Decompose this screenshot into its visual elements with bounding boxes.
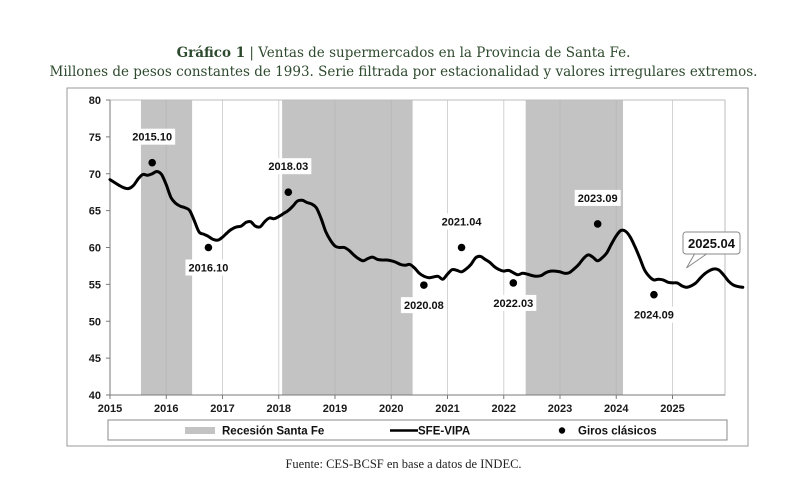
x-tick-label: 2022 [492, 403, 516, 415]
x-tick-label: 2020 [379, 403, 403, 415]
legend-points-label: Giros clásicos [578, 426, 657, 438]
y-tick-label: 40 [89, 390, 101, 402]
turning-point-label-bg [630, 306, 677, 323]
x-tick-label: 2017 [210, 403, 234, 415]
callout-pointer [686, 253, 695, 269]
title-separator: | [249, 45, 254, 61]
y-tick-label: 65 [89, 206, 101, 218]
series-line-sfe-vipa [108, 170, 745, 289]
callout-label: 2025.04 [688, 236, 736, 251]
callout-2025-04: 2025.04 [682, 231, 741, 269]
x-tick-label: 2016 [154, 403, 178, 415]
x-tick-label: 2018 [267, 403, 291, 415]
chart-subtitle: Millones de pesos constantes de 1993. Se… [49, 64, 758, 80]
y-tick-label: 55 [89, 279, 101, 291]
turning-point-marker [650, 290, 658, 299]
chart-title-block: Gráfico 1 | Ventas de supermercados en l… [0, 44, 807, 82]
y-tick-label: 70 [89, 169, 101, 181]
turning-point-label: 2021.04 [442, 217, 483, 229]
recession-band [525, 100, 623, 395]
y-tick-label: 75 [89, 132, 101, 144]
x-tick-label: 2023 [548, 403, 572, 415]
turning-point-marker [148, 158, 156, 167]
turning-point-label: 2016.10 [189, 263, 229, 275]
turning-point-marker [204, 243, 213, 252]
turning-point-marker [420, 281, 428, 289]
turning-point-label-bg [265, 158, 312, 175]
callout-pointer [686, 253, 707, 269]
turning-point-label-bg [438, 213, 485, 230]
turning-point-label: 2022.03 [493, 298, 533, 310]
y-tick-label: 50 [89, 316, 101, 328]
legend-point-swatch [558, 427, 566, 434]
legend-series-label: SFE-VIPA [418, 426, 470, 438]
turning-points: 2015.10 2016.10 2018.03 2020.08 2021.04 2022.… [129, 128, 677, 323]
turning-point-marker [284, 188, 293, 196]
turning-point-label-bg [574, 189, 621, 206]
turning-point-marker [593, 220, 602, 228]
x-tick-label: 2021 [435, 403, 459, 415]
turning-point-label-bg [490, 294, 537, 311]
x-tick-label: 2019 [323, 403, 347, 415]
turning-point-label-bg [185, 259, 232, 276]
x-tick-label: 2024 [604, 403, 629, 415]
turning-point-label: 2020.08 [404, 300, 444, 312]
legend-recession-label: Recesión Santa Fe [222, 426, 324, 438]
vertical-gridlines [165, 100, 673, 395]
turning-point-label: 2024.09 [634, 310, 674, 322]
x-tick-label: 2015 [98, 403, 122, 415]
source-note: Fuente: CES-BCSF en base a datos de INDE… [285, 457, 522, 471]
y-tick-label: 45 [89, 353, 101, 365]
turning-point-label-bg [129, 128, 176, 145]
legend-recession-swatch [185, 427, 215, 434]
turning-point-label: 2023.09 [578, 193, 618, 205]
chart-title-line1: Gráfico 1 | Ventas de supermercados en l… [0, 44, 807, 63]
turning-point-label-bg [400, 297, 447, 314]
callout-box [682, 231, 741, 255]
chart-title: Ventas de supermercados en la Provincia … [258, 45, 631, 61]
turning-point-marker [509, 279, 518, 287]
turning-point-label: 2015.10 [132, 132, 172, 144]
y-tick-label: 60 [89, 243, 101, 255]
x-axis-ticks: 2015 2016 2017 2018 2019 2020 2021 2022 2023 2024… [98, 395, 685, 415]
x-tick-label: 2025 [660, 403, 684, 415]
chart-number: Gráfico 1 [176, 45, 246, 61]
y-tick-label: 80 [89, 95, 101, 107]
turning-point-label: 2018.03 [268, 161, 308, 173]
turning-point-marker [457, 243, 466, 252]
y-axis-ticks: 40 45 50 55 60 65 70 75 80 [89, 95, 110, 402]
